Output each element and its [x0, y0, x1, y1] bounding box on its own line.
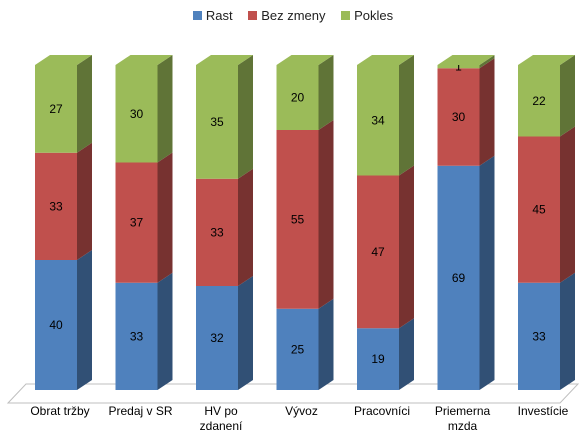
category-label-pracovníci: Pracovníci [354, 404, 410, 418]
legend-swatch-rast [192, 11, 202, 20]
bar-priemerna-mzda-top [437, 55, 495, 65]
bar-priemerna-mzda-bez-zmeny-side [479, 58, 495, 166]
bar-vývoz-top [276, 55, 334, 65]
category-label-priemerna-mzda-2: mzda [448, 419, 478, 433]
data-label-obrat-tržby-bez-zmeny: 33 [49, 199, 63, 213]
data-label-vývoz-rast: 25 [291, 342, 305, 356]
bar-priemerna-mzda-pokles [437, 65, 480, 69]
data-label-pracovníci-pokles: 34 [371, 113, 385, 127]
bar-obrat-tržby-bez-zmeny-side [77, 142, 92, 260]
legend-label-bez-zmeny: Bez zmeny [261, 8, 326, 23]
legend-label-pokles: Pokles [354, 8, 394, 23]
legend-label-rast: Rast [205, 8, 233, 23]
legend-item-bez-zmeny: Bez zmeny [248, 8, 326, 23]
category-label-hv-po-zdanení-2: zdanení [200, 419, 243, 433]
bar-investície-top [518, 55, 575, 65]
bar-priemerna-mzda-rast [437, 165, 480, 390]
bar-hv-po-zdanení-rast [196, 286, 238, 390]
bar-hv-po-zdanení-top [196, 55, 253, 65]
bar-obrat-tržby-bez-zmeny [35, 152, 77, 260]
category-label-hv-po-zdanení-1: HV po [204, 404, 238, 418]
bar-pracovníci-pokles-side [399, 55, 414, 176]
data-label-hv-po-zdanení-rast: 32 [210, 331, 224, 345]
bar-predaj-v-sr-rast [115, 282, 158, 390]
legend-swatch-pokles [341, 11, 351, 20]
bar-hv-po-zdanení-bez-zmeny-side [238, 168, 253, 286]
data-label-priemerna-mzda-rast: 69 [452, 271, 466, 285]
data-label-predaj-v-sr-rast: 33 [130, 329, 144, 343]
bar-obrat-tržby-rast-side [77, 250, 92, 390]
category-label-priemerna-mzda-1: Priemerna [435, 404, 491, 418]
bar-obrat-tržby-pokles [35, 65, 77, 153]
data-label-priemerna-mzda-bez-zmeny: 30 [452, 110, 466, 124]
bar-investície-bez-zmeny-side [560, 126, 575, 283]
bar-pracovníci-rast-side [399, 318, 414, 390]
bar-predaj-v-sr-top [115, 55, 173, 65]
bar-investície-pokles-side [560, 55, 575, 137]
data-label-pracovníci-rast: 19 [371, 352, 385, 366]
bar-pracovníci-rast [357, 328, 399, 390]
legend: Rast Bez zmeny Pokles [0, 8, 586, 23]
data-label-obrat-tržby-pokles: 27 [49, 102, 63, 116]
bar-priemerna-mzda-bez-zmeny [437, 68, 480, 166]
bar-obrat-tržby-rast [35, 260, 77, 390]
bar-hv-po-zdanení-pokles-side [238, 55, 253, 179]
data-label-investície-rast: 33 [532, 329, 546, 343]
data-label-predaj-v-sr-pokles: 30 [130, 107, 144, 121]
bar-hv-po-zdanení-bez-zmeny [196, 178, 238, 286]
bar-obrat-tržby-top [35, 55, 92, 65]
data-label-vývoz-pokles: 20 [291, 91, 305, 105]
bar-vývoz-rast [276, 308, 319, 390]
data-label-predaj-v-sr-bez-zmeny: 37 [130, 216, 144, 230]
legend-item-pokles: Pokles [341, 8, 393, 23]
bar-vývoz-rast-side [318, 298, 334, 390]
bar-pracovníci-bez-zmeny [357, 175, 399, 329]
bar-vývoz-bez-zmeny-side [318, 120, 334, 309]
bar-obrat-tržby-pokles-side [77, 55, 92, 153]
bar-hv-po-zdanení-rast-side [238, 276, 253, 390]
bar-predaj-v-sr-pokles-side [157, 55, 173, 163]
bar-vývoz-pokles-side [318, 55, 334, 130]
category-label-vývoz: Vývoz [285, 404, 318, 418]
category-label-investície: Investície [518, 404, 569, 418]
data-label-hv-po-zdanení-pokles: 35 [210, 115, 224, 129]
bar-investície-bez-zmeny [518, 136, 560, 283]
bar-vývoz-bez-zmeny [276, 130, 319, 309]
bar-pracovníci-pokles [357, 65, 399, 176]
data-label-investície-bez-zmeny: 45 [532, 203, 546, 217]
data-label-priemerna-mzda-pokles: 1 [455, 60, 462, 74]
bar-predaj-v-sr-bez-zmeny-side [157, 152, 173, 283]
bar-investície-rast [518, 282, 560, 390]
bar-priemerna-mzda-rast-side [479, 155, 495, 390]
bar-investície-pokles [518, 65, 560, 137]
category-label-predaj-v-sr: Predaj v SR [108, 404, 172, 418]
data-label-hv-po-zdanení-bez-zmeny: 33 [210, 225, 224, 239]
bar-predaj-v-sr-bez-zmeny [115, 162, 158, 283]
data-label-pracovníci-bez-zmeny: 47 [371, 245, 385, 259]
data-label-obrat-tržby-rast: 40 [49, 318, 63, 332]
bar-vývoz-pokles [276, 65, 319, 130]
bar-pracovníci-bez-zmeny-side [399, 165, 414, 329]
legend-swatch-bez-zmeny [248, 11, 258, 20]
bar-predaj-v-sr-pokles [115, 65, 158, 163]
data-label-investície-pokles: 22 [532, 94, 546, 108]
bar-investície-rast-side [560, 272, 575, 390]
category-label-obrat-tržby: Obrat tržby [30, 404, 89, 418]
bar-priemerna-mzda-pokles-side [479, 55, 495, 69]
data-label-vývoz-bez-zmeny: 55 [291, 212, 305, 226]
bar-predaj-v-sr-rast-side [157, 272, 173, 390]
legend-item-rast: Rast [192, 8, 233, 23]
bar-hv-po-zdanení-pokles [196, 65, 238, 179]
bar-pracovníci-top [357, 55, 414, 65]
